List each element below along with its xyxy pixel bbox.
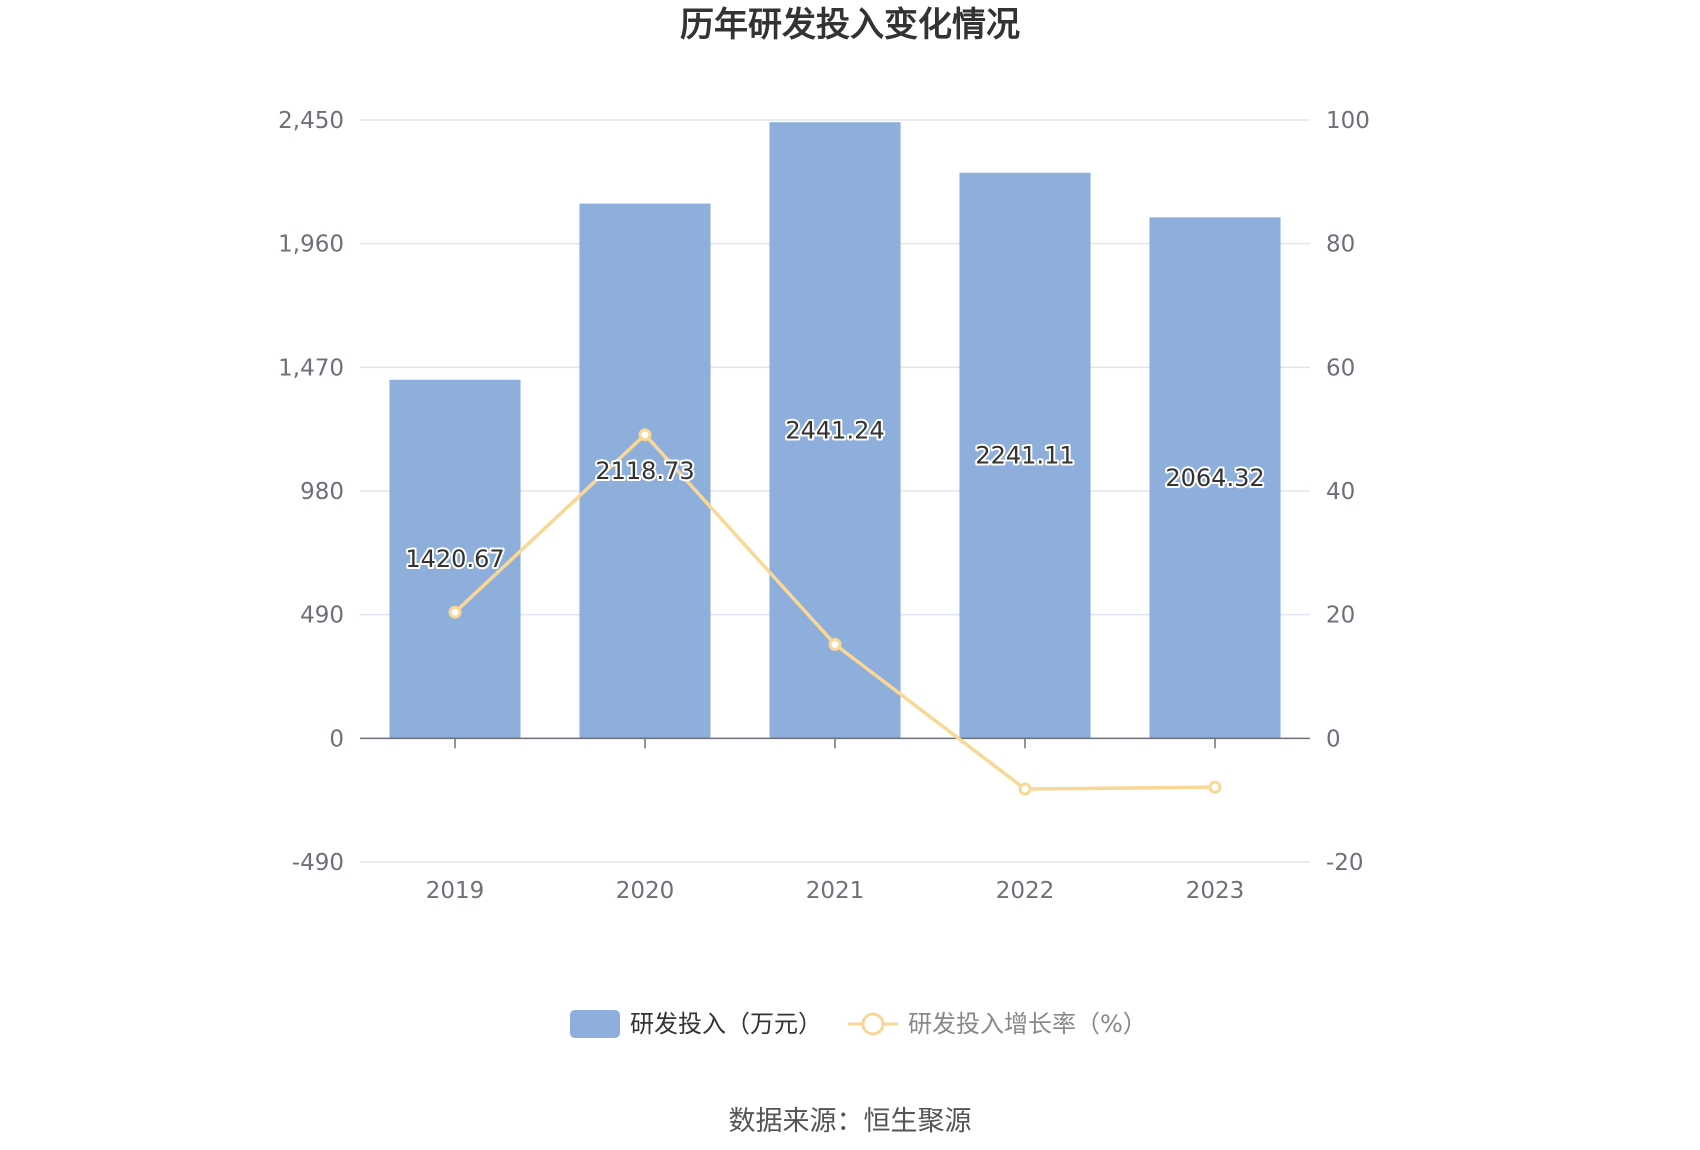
left-tick-label: 490: [300, 603, 344, 629]
x-axis-ticks: 2019 2020 2021 2022 2023: [426, 738, 1245, 904]
bar: [389, 379, 521, 739]
bar-value-labels: 1420.67 2118.73 2441.24 2241.11 2064.32: [403, 414, 1266, 575]
left-tick-label: 0: [329, 726, 344, 752]
left-tick-label: 1,960: [278, 232, 344, 258]
bar: [1149, 217, 1281, 739]
bar-value-label: 2441.24: [785, 416, 884, 444]
right-tick-label: -20: [1326, 850, 1364, 876]
x-tick-label: 2023: [1186, 878, 1245, 904]
right-tick-label: 40: [1326, 479, 1355, 505]
x-tick-label: 2019: [426, 878, 485, 904]
x-tick-label: 2020: [616, 878, 675, 904]
bar: [769, 122, 901, 739]
right-tick-label: 0: [1326, 726, 1341, 752]
legend-line-label: 研发投入增长率（%）: [908, 1010, 1147, 1038]
chart-title: 历年研发投入变化情况: [680, 5, 1020, 45]
data-source: 数据来源：恒生聚源: [729, 1106, 972, 1137]
bar-value-label: 2241.11: [975, 442, 1074, 470]
bar: [959, 172, 1091, 739]
bar: [579, 203, 711, 739]
right-tick-label: 100: [1326, 108, 1370, 134]
bar-value-label: 1420.67: [405, 545, 504, 573]
legend-bar-label: 研发投入（万元）: [630, 1010, 822, 1038]
legend-bar-swatch: [570, 1010, 620, 1038]
right-tick-label: 60: [1326, 355, 1355, 381]
growth-point: [1208, 780, 1222, 794]
right-tick-label: 20: [1326, 603, 1355, 629]
growth-point: [638, 428, 652, 442]
growth-point: [448, 605, 462, 619]
left-tick-label: 2,450: [278, 108, 344, 134]
x-tick-label: 2022: [996, 878, 1055, 904]
bar-value-label: 2118.73: [595, 457, 694, 485]
right-tick-label: 80: [1326, 232, 1355, 258]
growth-line-series: [448, 428, 1222, 796]
bar-value-label: 2064.32: [1165, 464, 1264, 492]
growth-point: [828, 637, 842, 651]
left-axis-tick-labels: 2,450 1,960 1,470 980 490 0 -490: [278, 108, 344, 876]
right-axis-tick-labels: 100 80 60 40 20 0 -20: [1326, 108, 1370, 876]
growth-point: [1018, 782, 1032, 796]
left-tick-label: 1,470: [278, 355, 344, 381]
left-tick-label: 980: [300, 479, 344, 505]
left-tick-label: -490: [292, 850, 344, 876]
bar-series: [389, 122, 1281, 739]
legend-line-marker: [861, 1012, 885, 1036]
legend[interactable]: 研发投入（万元） 研发投入增长率（%）: [570, 1010, 1147, 1038]
x-tick-label: 2021: [806, 878, 865, 904]
